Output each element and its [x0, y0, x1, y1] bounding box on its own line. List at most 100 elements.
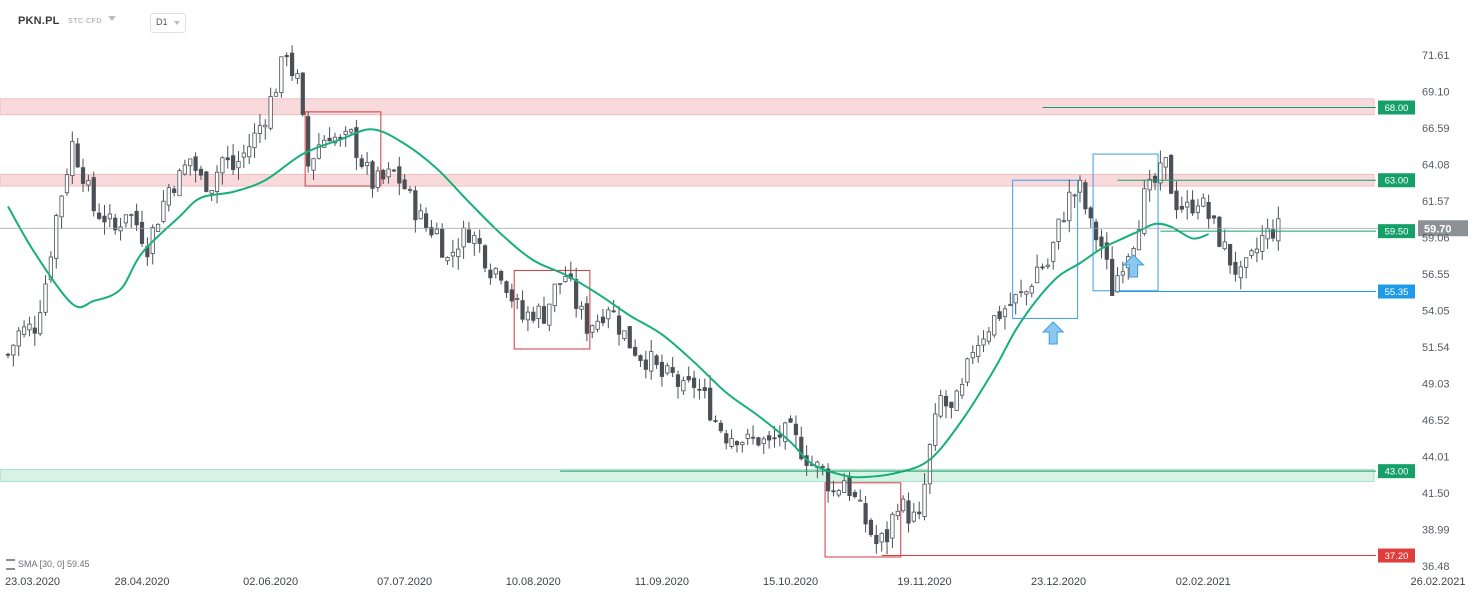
candle-body: [858, 499, 863, 502]
candle-body: [1093, 221, 1099, 241]
y-tick-label: 69.10: [1422, 87, 1450, 99]
candle-body: [831, 490, 836, 493]
candle-body: [756, 437, 761, 446]
candle-body: [1249, 250, 1254, 256]
levels-layer: 68.00 63.00 59.50 55.35 43.00 37.20 59.70: [0, 100, 1468, 563]
candle-body: [289, 52, 295, 77]
candle-body: [750, 436, 756, 439]
candle-body: [386, 168, 391, 178]
sma-legend-label: SMA [30, 0] 59.45: [18, 559, 90, 569]
candle-body: [772, 437, 777, 440]
candle-body: [959, 383, 965, 396]
candle-body: [922, 483, 927, 517]
level-tag-label: 37.20: [1385, 551, 1409, 562]
candle-body: [311, 158, 316, 171]
y-tick-label: 56.55: [1422, 269, 1450, 281]
candle-body: [300, 72, 305, 115]
sma-layer: [7, 128, 1209, 479]
candle-body: [129, 214, 134, 217]
candle-body: [536, 305, 541, 320]
instrument-type-label: STC CFD: [68, 18, 102, 25]
candle-body: [734, 441, 740, 446]
candle-body: [27, 323, 32, 331]
candle-body: [702, 387, 707, 392]
candle-body: [456, 248, 461, 258]
up-arrow-icon: [1041, 321, 1065, 345]
sma-line: [7, 128, 1209, 479]
candle-body: [954, 390, 959, 411]
candle-body: [836, 490, 841, 496]
candle-body: [440, 228, 445, 258]
candle-body: [247, 146, 252, 158]
candle-body: [1045, 264, 1050, 268]
candle-body: [579, 305, 584, 310]
candle-body: [547, 303, 552, 326]
candle-body: [284, 55, 289, 58]
candle-body: [48, 256, 53, 281]
level-tag-label: 43.00: [1385, 467, 1409, 478]
candle-body: [643, 359, 648, 370]
x-tick-label: 23.12.2020: [1031, 576, 1086, 588]
candle-body: [884, 529, 890, 543]
current-price-label: 59.70: [1424, 224, 1452, 236]
candle-body: [659, 361, 665, 377]
candle-body: [1195, 205, 1201, 213]
candle-body: [38, 312, 43, 335]
candle-body: [236, 160, 241, 169]
sma-indicator-legend[interactable]: SMA [30, 0] 59.45: [6, 559, 90, 571]
candle-body: [482, 245, 488, 269]
candle-body: [606, 309, 611, 320]
symbol-label[interactable]: PKN.PL: [18, 15, 60, 27]
candle-body: [938, 395, 943, 417]
support-zone: [0, 469, 1375, 482]
candle-body: [895, 510, 900, 517]
candle-body: [429, 227, 434, 236]
candle-body: [590, 325, 595, 333]
candle-body: [611, 310, 616, 313]
candle-body: [295, 73, 300, 79]
x-tick-label: 19.11.2020: [897, 576, 951, 588]
candle-body: [917, 511, 922, 515]
candle-body: [70, 141, 75, 176]
x-tick-label: 28.04.2020: [114, 576, 169, 588]
red-box: [824, 482, 902, 558]
candle-body: [1238, 266, 1243, 279]
candle-body: [793, 423, 799, 436]
x-tick-label: 23.03.2020: [5, 576, 60, 588]
candle-body: [499, 271, 504, 281]
timeframe-select[interactable]: D1: [150, 13, 186, 33]
candle-body: [1217, 216, 1222, 247]
y-tick-label: 36.48: [1422, 561, 1450, 573]
candle-body: [788, 418, 793, 423]
candle-body: [198, 168, 204, 176]
level-tag: [1378, 224, 1415, 239]
candle-body: [600, 316, 606, 324]
symbol-dropdown-chevron-icon[interactable]: [108, 16, 116, 21]
candle-body: [686, 376, 691, 381]
candle-body: [595, 320, 600, 330]
candle-body: [241, 152, 246, 158]
candle-body: [21, 326, 27, 335]
candle-body: [407, 188, 413, 191]
candle-body: [665, 365, 670, 374]
candle-body: [890, 513, 895, 539]
resistance-zone: [0, 98, 1375, 116]
candle-body: [445, 257, 450, 262]
x-tick-label: 02.06.2020: [243, 576, 298, 588]
candle-body: [54, 215, 59, 259]
candle-body: [981, 338, 986, 346]
y-tick-label: 41.50: [1422, 488, 1450, 500]
candle-body: [992, 315, 997, 336]
candle-body: [413, 190, 418, 221]
candle-body: [252, 132, 257, 149]
candle-body: [874, 534, 879, 545]
candle-body: [697, 388, 702, 391]
candle-body: [1174, 190, 1179, 211]
current-price-tag: [1418, 220, 1468, 237]
candle-body: [118, 226, 123, 232]
candle-body: [1088, 207, 1093, 219]
indicator-menu-icon[interactable]: [6, 559, 15, 571]
candle-body: [359, 158, 364, 167]
up-arrow-icon: [1122, 254, 1145, 278]
